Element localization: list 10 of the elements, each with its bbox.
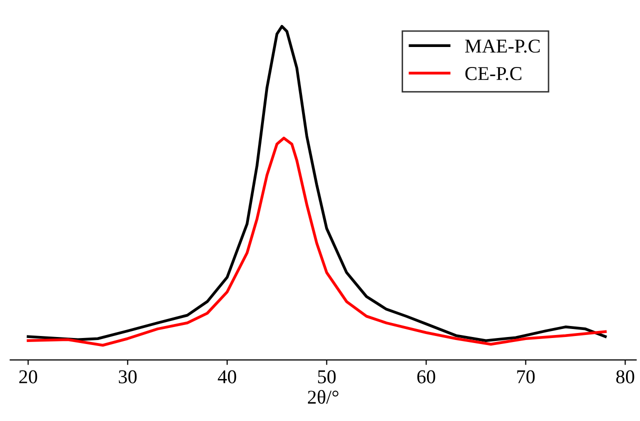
x-axis-title: 2θ/° [308,390,338,404]
legend-label: MAE-P.C [465,40,540,53]
x-tick-label: 20 [19,370,38,384]
x-tick-label: 40 [218,370,236,384]
x-tick-label: 30 [118,370,137,384]
x-tick-label: 50 [318,370,336,384]
x-tick-label: 80 [616,370,634,384]
legend-label: CE-P.C [465,67,522,80]
x-tick-label: 60 [417,370,436,384]
x-tick-label: 70 [517,370,535,384]
